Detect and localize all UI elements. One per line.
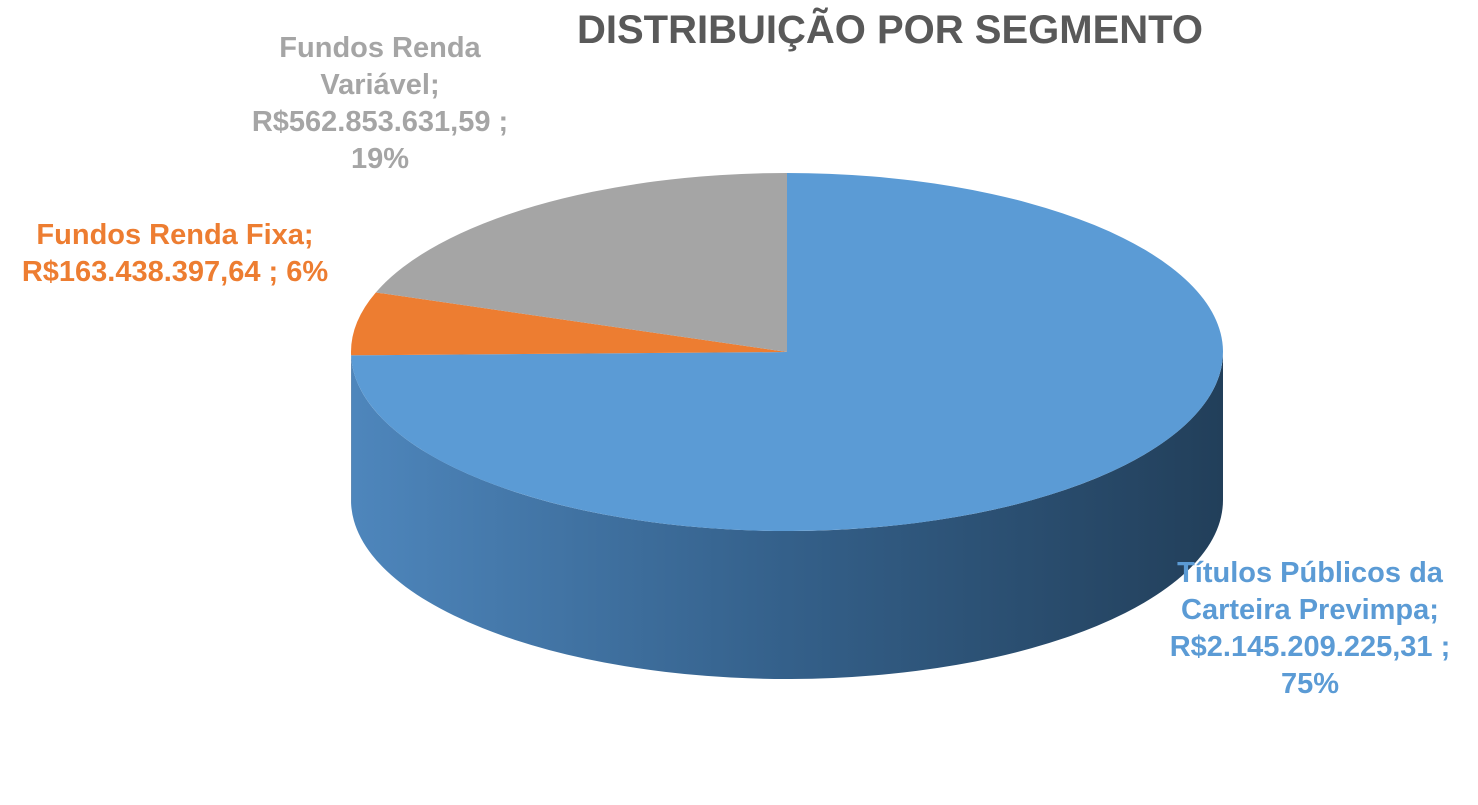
value-label: R$2.145.209.225,31 ; 75% [1169, 631, 1451, 700]
data-label: Fundos Renda Variável; R$562.853.631,59 … [230, 30, 530, 178]
label-separator: ; [429, 69, 440, 101]
slice [351, 292, 787, 356]
data-label: Títulos Públicos da Carteira Previmpa; R… [1160, 555, 1460, 703]
category-label: Fundos Renda Fixa [36, 219, 304, 251]
category-label: Títulos Públicos da Carteira Previmpa [1177, 557, 1443, 626]
chart-title: DISTRIBUIÇÃO POR SEGMENTO [577, 8, 1203, 52]
value-label: R$163.438.397,64 ; 6% [21, 256, 329, 288]
value-label: R$562.853.631,59 ; 19% [251, 106, 509, 175]
slice [375, 173, 787, 352]
data-label: Fundos Renda Fixa; R$163.438.397,64 ; 6% [15, 217, 335, 291]
slice [351, 173, 1223, 531]
category-label: Fundos Renda Variável [279, 32, 481, 101]
slice-side [351, 352, 1224, 680]
label-separator: ; [1429, 594, 1439, 626]
label-separator: ; [303, 219, 314, 251]
